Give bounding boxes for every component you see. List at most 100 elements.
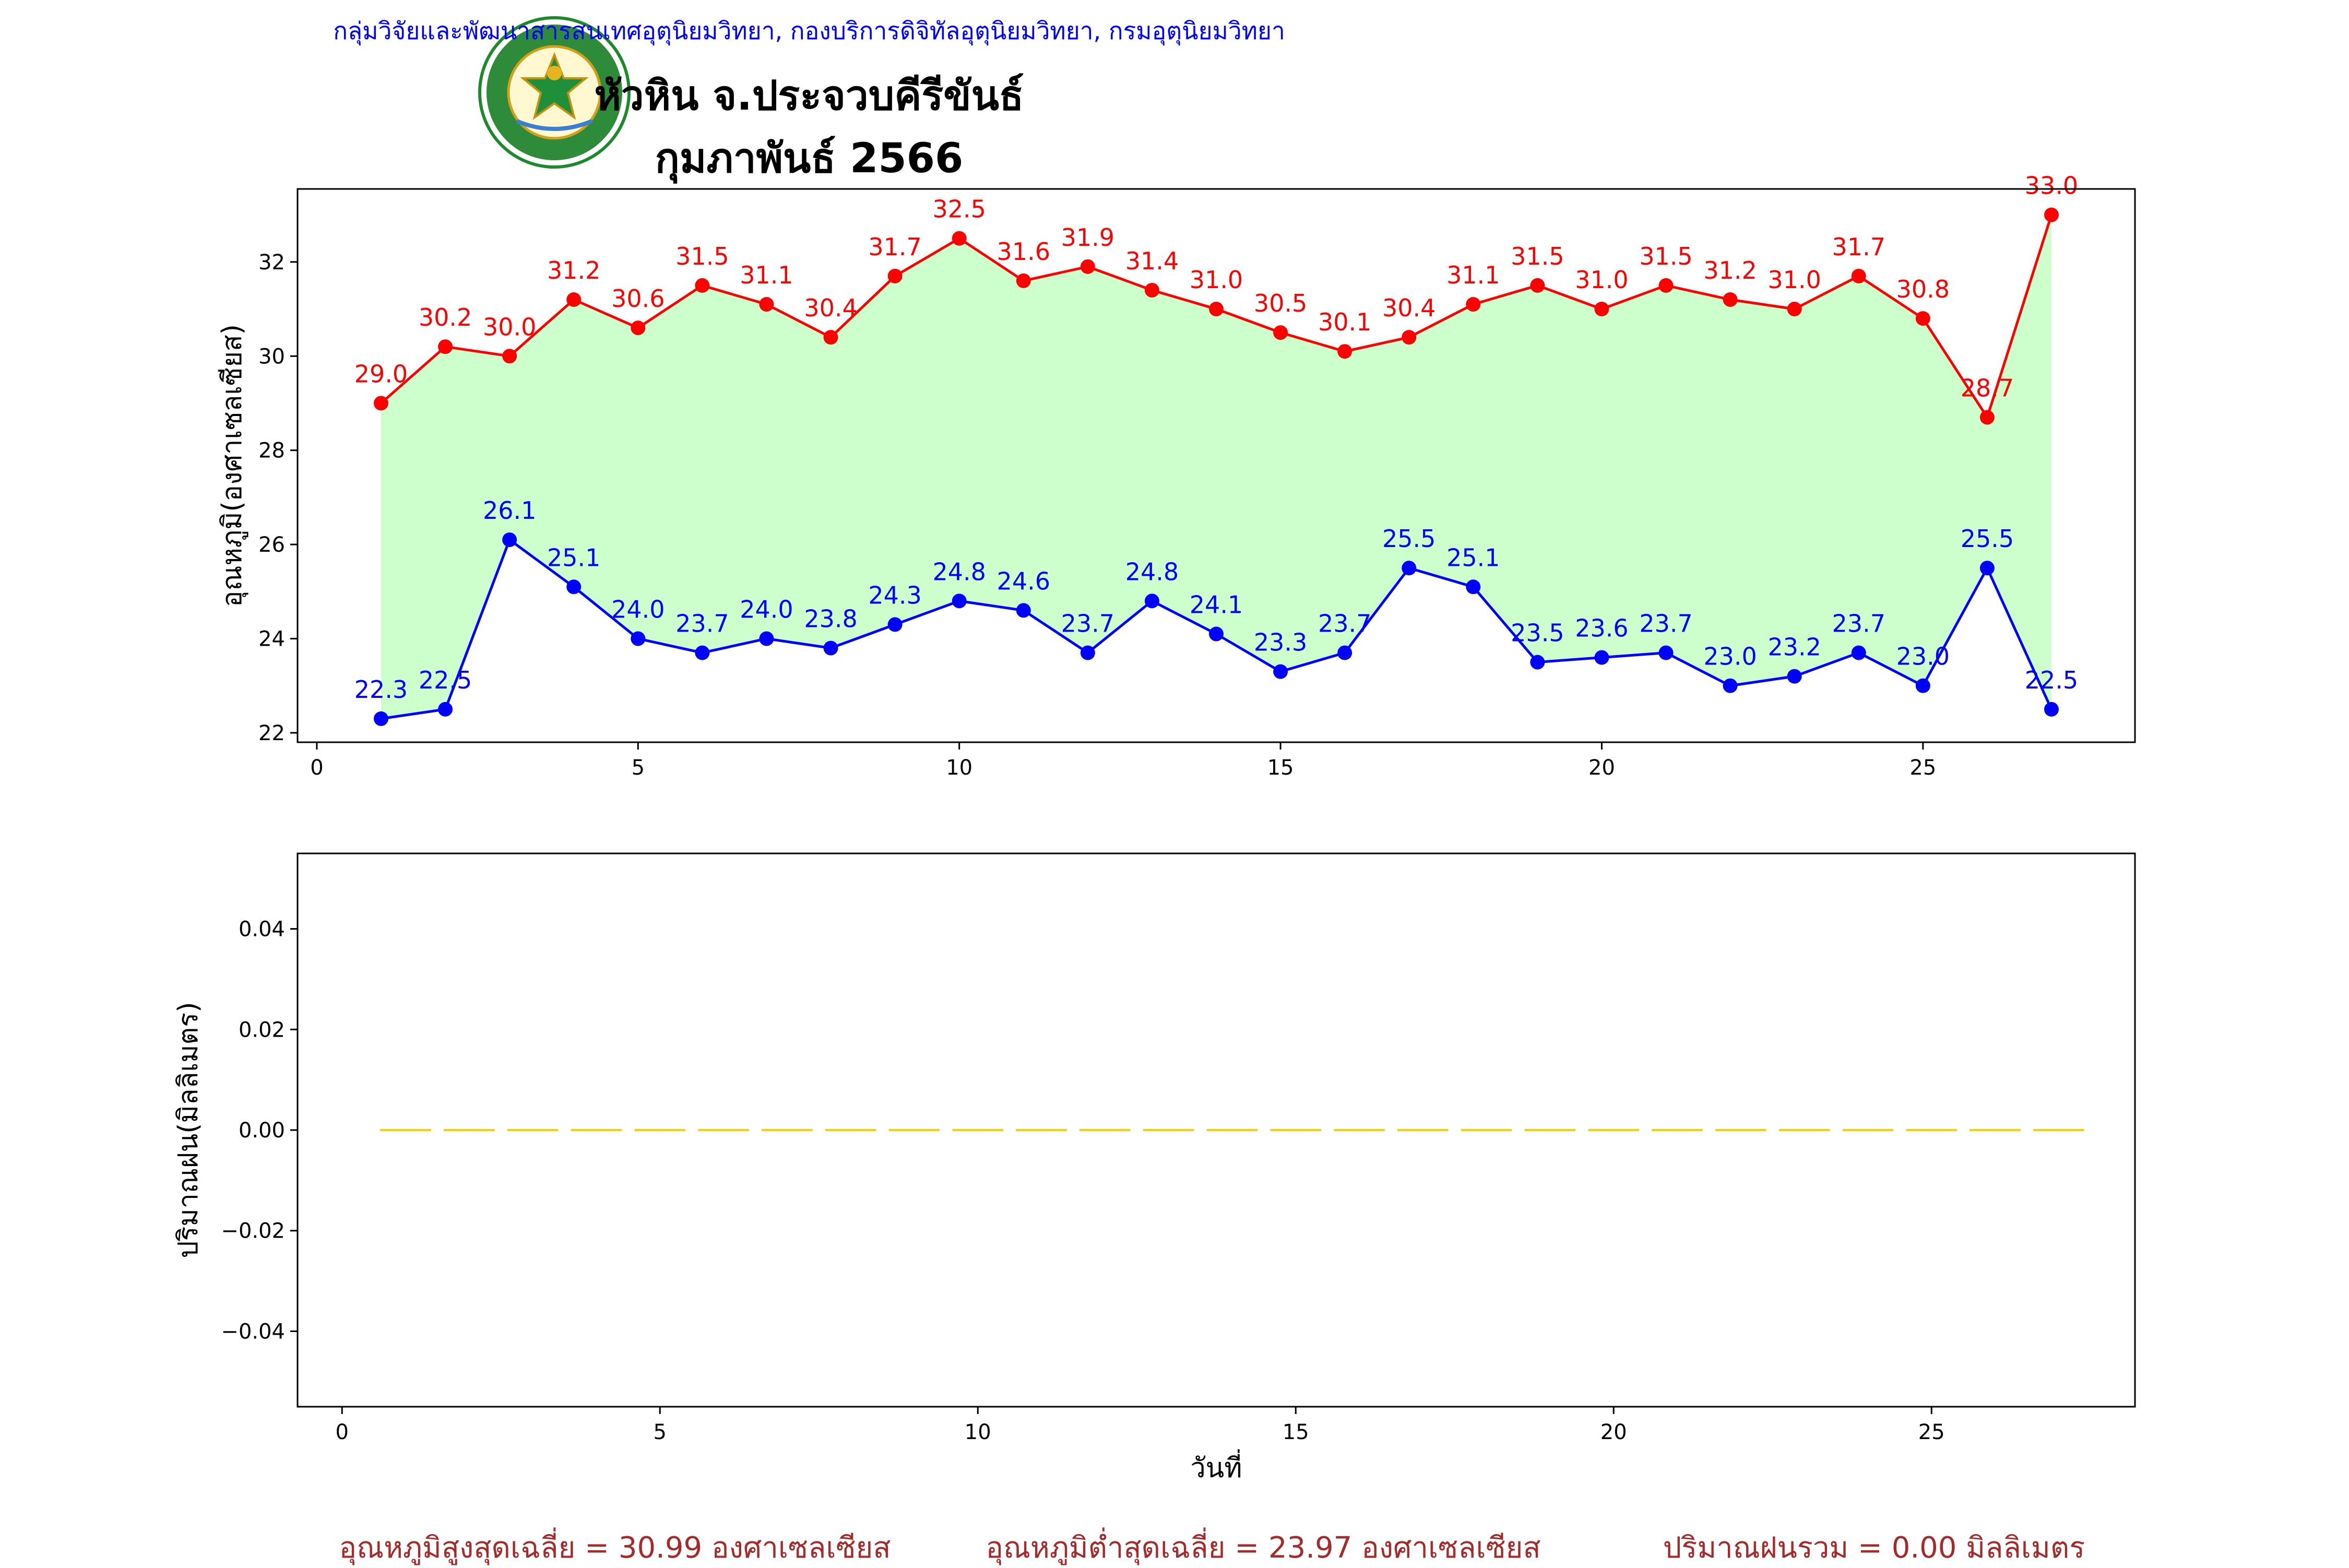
min-temperature-point xyxy=(759,631,774,646)
rainfall-bars xyxy=(380,1129,2084,1131)
min-temperature-point xyxy=(1915,678,1930,693)
max-temperature-value-label: 30.8 xyxy=(1896,275,1950,303)
min-temperature-point xyxy=(1144,593,1159,609)
agency-line: กลุ่มวิจัยและพัฒนาสารสนเทศอุตุนิยมวิทยา,… xyxy=(333,17,1285,46)
min-temperature-value-label: 25.1 xyxy=(547,543,600,572)
rainfall-x-axis-label: วันที่ xyxy=(1190,1449,1242,1484)
rainfall-bar xyxy=(952,1129,1003,1131)
max-temperature-value-label: 31.7 xyxy=(868,233,921,261)
temperature-plot-frame xyxy=(296,188,2136,743)
max-temperature-value-label: 31.0 xyxy=(1767,266,1821,294)
max-temperature-point xyxy=(1851,268,1866,283)
min-temperature-point xyxy=(1080,645,1095,660)
rainfall-bar xyxy=(1016,1129,1067,1131)
max-temperature-point xyxy=(2044,207,2059,222)
min-temperature-value-label: 22.5 xyxy=(2025,666,2078,694)
rainfall-bar xyxy=(571,1129,622,1131)
rainfall-y-tick-label: −0.04 xyxy=(221,1320,285,1344)
rainfall-x-tick-label: 5 xyxy=(654,1420,667,1444)
min-temperature-value-label: 24.1 xyxy=(1190,591,1243,619)
min-temperature-point xyxy=(695,645,710,660)
rainfall-bar xyxy=(507,1129,559,1131)
max-temperature-value-label: 31.5 xyxy=(1511,242,1564,270)
max-temperature-point xyxy=(695,278,710,293)
rainfall-bar xyxy=(1778,1129,1830,1131)
min-temperature-value-label: 25.5 xyxy=(1961,525,2014,553)
min-temperature-point xyxy=(1402,561,1417,576)
min-temperature-point xyxy=(2044,702,2059,717)
min-temperature-value-label: 23.5 xyxy=(1511,619,1564,647)
rainfall-bar xyxy=(762,1129,813,1131)
temperature-y-tick-label: 22 xyxy=(258,721,285,745)
max-temperature-point xyxy=(1209,302,1224,317)
max-temperature-value-label: 33.0 xyxy=(2025,172,2078,200)
temperature-x-tick-label: 10 xyxy=(946,756,972,780)
min-temperature-points: 22.3 22.5 26.1 25.1 24.0 23.7 24.0 23.8 24.3 24.8… xyxy=(354,496,2078,726)
max-temperature-value-label: 31.2 xyxy=(1703,256,1757,284)
rainfall-bar xyxy=(1652,1129,1703,1131)
rainfall-bar xyxy=(1906,1129,1957,1131)
temperature-x-tick-label: 15 xyxy=(1267,756,1294,780)
rainfall-x-tick-label: 0 xyxy=(336,1420,349,1444)
min-temperature-value-label: 24.6 xyxy=(997,567,1050,595)
rainfall-bar xyxy=(380,1129,431,1131)
max-temperature-value-label: 32.5 xyxy=(932,195,986,223)
min-temperature-point xyxy=(1594,650,1609,665)
temperature-x-tick-label: 25 xyxy=(1909,756,1936,780)
max-temperature-point xyxy=(502,349,517,364)
min-temperature-point xyxy=(952,593,967,609)
min-temperature-point xyxy=(1466,579,1481,595)
temperature-panel: 0 5 10 15 20 25 22 24 26 28 30 32 29.0 30.2 30.0 31.2 3… xyxy=(217,172,2136,780)
max-temperature-value-label: 31.9 xyxy=(1061,223,1114,252)
min-temperature-value-label: 23.7 xyxy=(1832,610,1885,638)
max-temperature-point xyxy=(887,268,903,283)
rainfall-y-tick-label: −0.02 xyxy=(221,1219,285,1243)
max-temperature-point xyxy=(1337,344,1353,359)
min-temperature-point xyxy=(438,702,453,717)
min-temperature-value-label: 24.8 xyxy=(932,557,986,586)
max-temperature-point xyxy=(1530,278,1545,293)
rainfall-bar xyxy=(1143,1129,1194,1131)
max-temperature-point xyxy=(1402,330,1417,345)
max-temperature-value-label: 31.1 xyxy=(740,261,793,289)
rainfall-bar xyxy=(1970,1129,2021,1131)
temperature-x-tick-label: 20 xyxy=(1588,756,1615,780)
rainfall-x-tick-label: 15 xyxy=(1283,1420,1309,1444)
rainfall-y-tick-label: 0.04 xyxy=(239,918,285,942)
min-temperature-value-label: 22.5 xyxy=(419,666,472,694)
rainfall-bar xyxy=(2033,1129,2084,1131)
temperature-range-fill xyxy=(381,215,2051,719)
max-temperature-point xyxy=(1080,259,1095,274)
rainfall-bar xyxy=(698,1129,749,1131)
min-temperature-value-label: 23.0 xyxy=(1896,643,1950,671)
min-temperature-value-label: 23.7 xyxy=(1639,610,1692,638)
max-temperature-value-label: 31.4 xyxy=(1125,247,1179,275)
max-temperature-value-label: 30.6 xyxy=(611,284,665,313)
max-temperature-point xyxy=(1594,302,1609,317)
min-temperature-point xyxy=(1337,645,1353,660)
max-temperature-value-label: 31.1 xyxy=(1446,261,1500,289)
max-temperature-point xyxy=(374,396,388,411)
max-temperature-point xyxy=(566,292,582,307)
rainfall-bar xyxy=(1397,1129,1449,1131)
rainfall-bar xyxy=(1206,1129,1258,1131)
rainfall-bar xyxy=(1270,1129,1321,1131)
max-temperature-value-label: 31.2 xyxy=(547,256,600,284)
rainfall-plot-frame xyxy=(296,852,2136,1408)
max-temperature-point xyxy=(1273,325,1288,340)
max-temperature-value-label: 31.5 xyxy=(1639,242,1692,270)
temperature-y-tick-label: 24 xyxy=(258,627,285,651)
min-temperature-point xyxy=(823,640,838,656)
rainfall-x-tick-label: 25 xyxy=(1918,1420,1945,1444)
temperature-y-tick-label: 32 xyxy=(258,251,285,275)
max-temperature-value-label: 30.4 xyxy=(804,294,857,322)
rainfall-bar xyxy=(1524,1129,1576,1131)
avg-max-temperature: อุณหภูมิสูงสุดเฉลี่ย = 30.99 องศาเซลเซีย… xyxy=(339,1527,891,1565)
min-temperature-point xyxy=(1273,664,1288,679)
max-temperature-value-label: 31.0 xyxy=(1575,266,1628,294)
max-temperature-points: 29.0 30.2 30.0 31.2 30.6 31.5 31.1 30.4 31.7 32.5… xyxy=(354,172,2078,425)
max-temperature-value-label: 31.5 xyxy=(675,242,729,270)
rainfall-bar xyxy=(1461,1129,1512,1131)
min-temperature-point xyxy=(631,631,646,646)
